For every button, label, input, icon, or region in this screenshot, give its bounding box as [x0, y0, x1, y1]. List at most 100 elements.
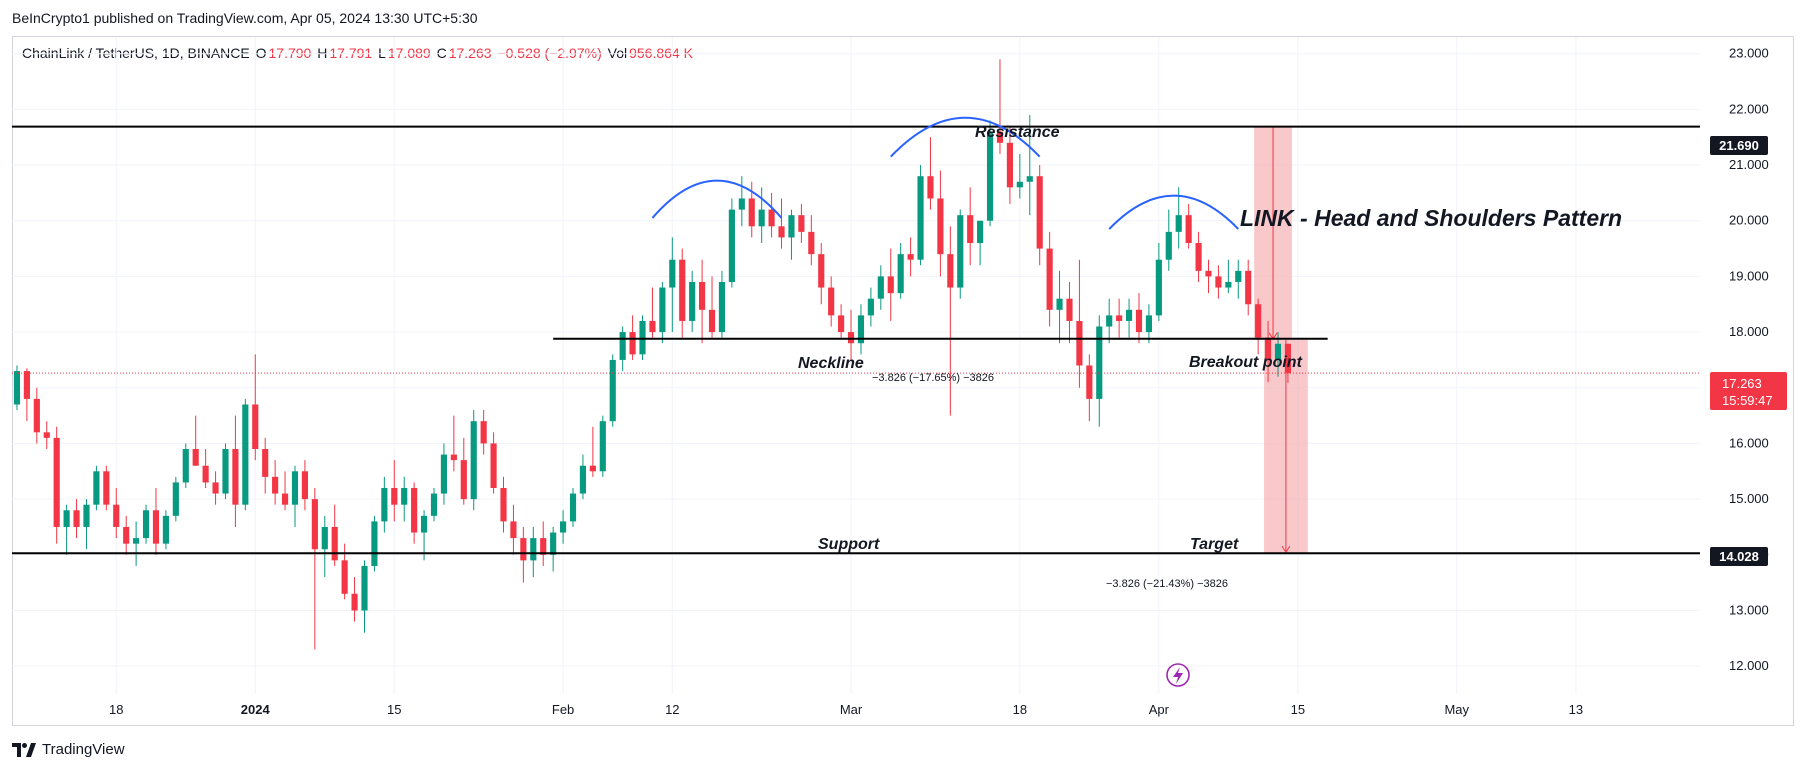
candle-body: [1175, 215, 1182, 232]
candle-body: [699, 281, 706, 310]
candle-body: [381, 487, 388, 522]
candle-body: [242, 404, 249, 505]
tradingview-logo-icon: [12, 742, 36, 757]
candle-body: [123, 526, 130, 544]
candle-body: [152, 510, 160, 544]
high-label: H: [317, 45, 328, 61]
candle-body: [83, 504, 90, 527]
candle-body: [1165, 231, 1172, 260]
candle-body: [996, 131, 1004, 143]
candle-body: [1056, 298, 1063, 310]
y-tick-label: 19.000: [1729, 268, 1769, 283]
y-tick-label: 15.000: [1729, 491, 1769, 506]
x-tick-label: 18: [1013, 702, 1027, 717]
candle-body: [301, 471, 308, 500]
candle-body: [262, 449, 269, 477]
candle-body: [142, 510, 150, 539]
volume-value: 956.864 K: [629, 45, 693, 61]
low-value: 17.089: [387, 45, 431, 61]
candle-body: [649, 320, 656, 333]
candle-body: [550, 532, 557, 555]
y-tick-label: 12.000: [1729, 658, 1769, 673]
candles: [13, 59, 1292, 650]
candle-body: [579, 465, 587, 494]
open-value: 17.790: [268, 45, 312, 61]
candle-body: [679, 259, 686, 321]
candle-body: [877, 276, 884, 299]
y-tick-label: 23.000: [1729, 46, 1769, 61]
brand-name: TradingView: [42, 741, 125, 758]
candle-body: [1195, 243, 1202, 271]
candle-body: [192, 449, 199, 466]
candle-body: [560, 521, 567, 533]
grid-lines: [12, 37, 1700, 694]
measure-label-1: −3.826 (−17.65%) −3826: [872, 372, 994, 384]
candle-body: [818, 254, 825, 288]
candle-body: [1046, 248, 1053, 310]
support-tag-value: 14.028: [1719, 549, 1759, 564]
measure-boxes: [1254, 126, 1308, 554]
countdown-value: 15:59:47: [1722, 393, 1773, 408]
y-tick-label: 13.000: [1729, 602, 1769, 617]
symbol-name[interactable]: ChainLink / TetherUS, 1D, BINANCE: [22, 45, 250, 61]
candle-body: [162, 515, 169, 544]
candle-body: [897, 254, 904, 294]
symbol-legend: ChainLink / TetherUS, 1D, BINANCE O 17.79…: [22, 45, 695, 61]
candle-body: [420, 515, 428, 533]
target-label: Target: [1190, 536, 1239, 553]
low-label: L: [378, 45, 386, 61]
candle-body: [530, 538, 537, 561]
support-label: Support: [818, 536, 880, 553]
resistance-tag: [1710, 136, 1768, 155]
resistance-label: Resistance: [975, 124, 1060, 141]
candle-body: [1255, 304, 1262, 338]
candle-body: [1086, 365, 1093, 399]
candle-body: [43, 432, 50, 438]
x-axis: 18 2024 15 Feb 12 Mar 18 Apr 15 May 13: [109, 702, 1583, 717]
candle-body: [500, 487, 507, 522]
lightning-icon[interactable]: [1166, 663, 1190, 687]
candle-body: [222, 449, 229, 494]
candle-body: [689, 281, 696, 321]
candle-body: [1274, 343, 1282, 360]
candle-body: [460, 460, 467, 500]
change-value: −0.528 (−2.97%): [497, 45, 602, 61]
candle-body: [798, 215, 805, 232]
candle-body: [1155, 259, 1162, 316]
resistance-tag-value: 21.690: [1719, 138, 1759, 153]
left-shoulder-arc: [651, 179, 783, 219]
candle-body: [172, 482, 179, 516]
candle-body: [1264, 337, 1272, 360]
candle-body: [13, 371, 21, 405]
x-tick-label: 15: [387, 702, 401, 717]
tradingview-brand[interactable]: TradingView: [12, 741, 125, 758]
candle-body: [808, 231, 815, 255]
candle-body: [599, 421, 606, 472]
candle-body: [629, 332, 636, 355]
candle-body: [708, 309, 716, 333]
candle-body: [182, 449, 189, 483]
candle-body: [907, 254, 914, 260]
candle-body: [281, 493, 289, 505]
candle-body: [768, 209, 775, 227]
candle-body: [947, 254, 954, 288]
candle-body: [967, 215, 974, 244]
chart-frame: [12, 36, 1794, 726]
candle-body: [1125, 309, 1133, 321]
candle-body: [63, 510, 70, 527]
candle-body: [589, 465, 596, 472]
candle-body: [361, 565, 368, 611]
candle-body: [480, 421, 487, 444]
candle-body: [748, 198, 755, 227]
annotations: LINK - Head and Shoulders Pattern Resist…: [798, 124, 1622, 590]
candle-body: [669, 259, 676, 288]
breakout-label: Breakout point: [1189, 354, 1303, 371]
x-tick-label: Apr: [1149, 702, 1170, 717]
candle-body: [351, 593, 358, 611]
candle-body: [401, 487, 408, 505]
y-tick-label: 22.000: [1729, 101, 1769, 116]
candle-body: [291, 471, 299, 505]
x-tick-label: 15: [1291, 702, 1305, 717]
candle-body: [1205, 270, 1212, 277]
